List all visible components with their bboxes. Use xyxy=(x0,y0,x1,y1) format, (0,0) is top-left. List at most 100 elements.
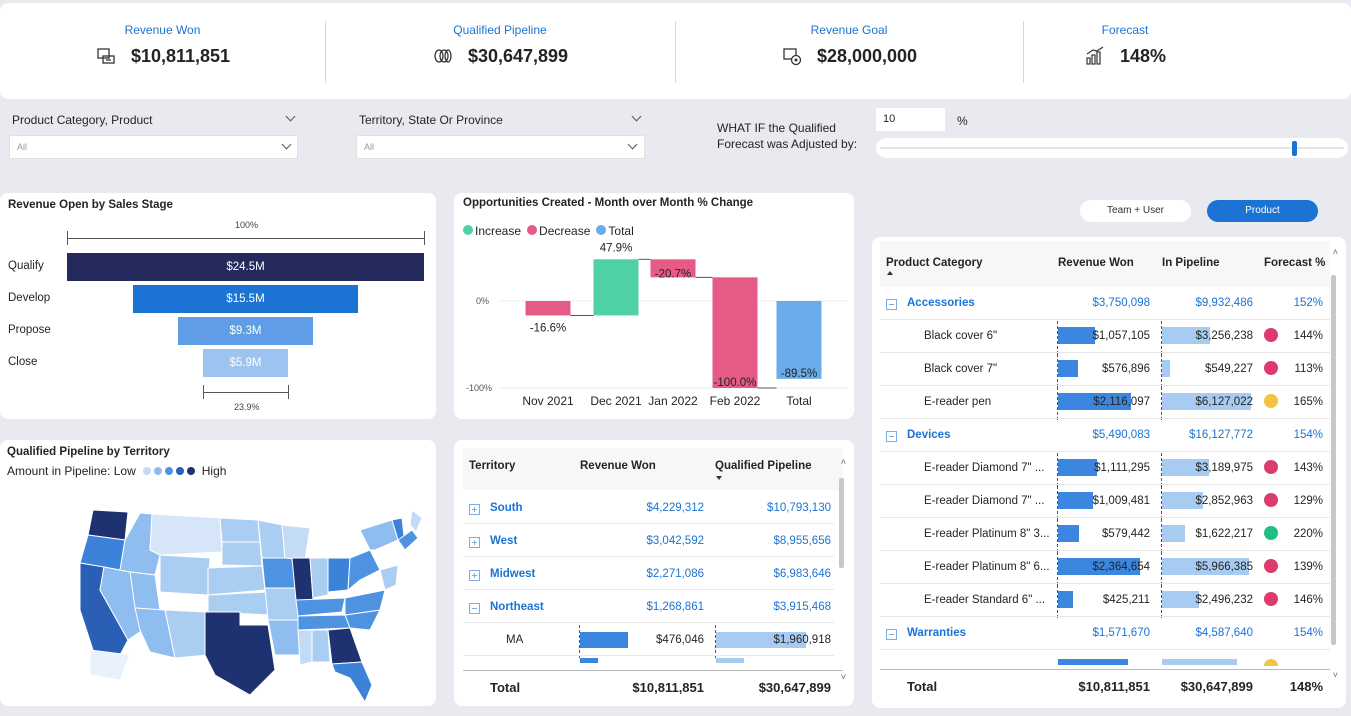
whatif-title-1: WHAT IF the Qualified xyxy=(717,121,836,135)
status-dot-icon xyxy=(1264,526,1278,540)
scrollbar[interactable] xyxy=(839,478,844,568)
product-pipeline: $549,227 xyxy=(1205,363,1253,375)
scrollbar-down[interactable]: ˅ xyxy=(1332,670,1338,680)
x-tick-label: Total xyxy=(786,394,811,408)
category-pipeline: $9,932,486 xyxy=(1195,297,1253,309)
x-tick-label: Jan 2022 xyxy=(648,394,698,408)
expand-icon[interactable] xyxy=(469,570,480,581)
collapse-icon[interactable] xyxy=(886,299,897,310)
won-bar xyxy=(1058,360,1078,377)
col-territory[interactable]: Territory xyxy=(469,460,516,472)
waterfall-bar xyxy=(712,277,758,388)
funnel-bar[interactable]: $5.9M xyxy=(202,349,289,377)
col-qualified-pipeline[interactable]: Qualified Pipeline xyxy=(715,460,812,472)
col-in-pipeline[interactable]: In Pipeline xyxy=(1162,257,1220,269)
category-pipeline: $4,587,640 xyxy=(1195,627,1253,639)
funnel-bar[interactable]: $9.3M xyxy=(177,317,314,345)
chevron-down-icon[interactable] xyxy=(285,111,296,122)
territory-name[interactable]: West xyxy=(490,535,518,547)
category-name[interactable]: Devices xyxy=(907,429,951,441)
kpi-qualified-pipeline: Qualified Pipeline $30,647,899 xyxy=(325,3,675,99)
map-card: Qualified Pipeline by Territory Amount i… xyxy=(0,440,436,706)
territory-won: $3,042,592 xyxy=(646,535,704,547)
funnel-bar-value: $24.5M xyxy=(226,261,265,273)
total-label: Total xyxy=(907,679,938,694)
product-name[interactable]: E-reader Diamond 7" ... xyxy=(924,462,1045,474)
category-name[interactable]: Warranties xyxy=(907,627,967,639)
whatif-slider-track[interactable] xyxy=(876,138,1348,158)
collapse-icon[interactable] xyxy=(469,603,480,614)
pipeline-bar xyxy=(1162,459,1209,476)
map-title: Qualified Pipeline by Territory xyxy=(7,446,170,458)
product-name[interactable]: Black cover 7" xyxy=(924,363,998,375)
territory-name[interactable]: Northeast xyxy=(490,601,544,613)
map-legend-high: High xyxy=(201,464,227,478)
waterfall-bar xyxy=(593,259,639,316)
product-table-card: Product Category Revenue Won In Pipeline… xyxy=(872,237,1346,708)
col-forecast[interactable]: Forecast % xyxy=(1264,257,1326,269)
collapse-icon[interactable] xyxy=(886,431,897,442)
product-name[interactable]: Black cover 6" xyxy=(924,330,998,342)
total-won: $10,811,851 xyxy=(1078,679,1150,694)
x-tick-label: Dec 2021 xyxy=(590,394,642,408)
whatif-slider-thumb[interactable] xyxy=(1292,141,1298,156)
category-won: $3,750,098 xyxy=(1092,297,1150,309)
product-name[interactable]: E-reader pen xyxy=(924,396,992,408)
data-label: -100.0% xyxy=(714,377,757,389)
whatif-input[interactable]: 10 xyxy=(876,108,945,131)
expand-icon[interactable] xyxy=(469,537,480,548)
status-dot-icon xyxy=(1264,460,1278,474)
collapse-icon[interactable] xyxy=(886,629,897,640)
product-name[interactable]: E-reader Standard 6" ... xyxy=(924,594,1046,606)
product-pipeline: $1,622,217 xyxy=(1195,528,1253,540)
funnel-bar-value: $9.3M xyxy=(229,325,262,337)
col-revenue-won[interactable]: Revenue Won xyxy=(580,460,656,472)
waterfall-chart: 0% -100% -16.6% Nov 2021 47.9% Dec 2021 -20.7%… xyxy=(466,242,849,408)
kpi-value: $10,811,851 xyxy=(130,45,231,66)
data-label: -20.7% xyxy=(655,268,691,280)
scrollbar[interactable] xyxy=(1331,275,1336,645)
territory-pipeline: $3,915,468 xyxy=(773,601,831,613)
territory-name[interactable]: MA xyxy=(506,634,524,646)
col-product-category[interactable]: Product Category xyxy=(886,257,983,269)
us-map[interactable] xyxy=(0,440,436,706)
territory-name[interactable]: Midwest xyxy=(490,568,536,580)
chevron-down-icon[interactable] xyxy=(631,111,642,122)
territory-name[interactable]: South xyxy=(490,502,523,514)
category-won: $5,490,083 xyxy=(1092,429,1150,441)
product-name[interactable]: E-reader Diamond 7" ... xyxy=(924,495,1045,507)
category-name[interactable]: Accessories xyxy=(907,297,975,309)
product-name[interactable]: E-reader Platinum 8" 3... xyxy=(924,528,1050,540)
scrollbar-down[interactable]: ˅ xyxy=(840,672,846,682)
pipeline-bar xyxy=(1162,327,1210,344)
territory-table-card: Territory Revenue Won Qualified Pipeline… xyxy=(454,440,854,706)
funnel-bar[interactable]: $24.5M xyxy=(67,253,424,281)
funnel-bar-value: $5.9M xyxy=(229,357,262,369)
coins-icon xyxy=(434,49,452,63)
kpi-value: $28,000,000 xyxy=(816,45,918,66)
whatif-unit: % xyxy=(957,114,968,128)
total-forecast: 148% xyxy=(1289,679,1323,694)
scrollbar-up[interactable]: ˄ xyxy=(840,457,846,467)
waterfall-title: Opportunities Created - Month over Month… xyxy=(463,197,754,209)
toggle-team-user[interactable]: Team + User xyxy=(1080,200,1191,222)
expand-icon[interactable] xyxy=(469,504,480,515)
toggle-product[interactable]: Product xyxy=(1207,200,1318,222)
product-slicer-title: Product Category, Product xyxy=(12,113,153,127)
funnel-bar[interactable]: $15.5M xyxy=(132,285,359,313)
product-won: $579,442 xyxy=(1102,528,1150,540)
product-dropdown[interactable]: All xyxy=(9,135,298,159)
funnel-stage-label: Close xyxy=(8,356,38,368)
y-tick-label: 0% xyxy=(476,296,489,306)
kpi-forecast: Forecast 148% xyxy=(1023,3,1227,99)
product-pipeline: $3,256,238 xyxy=(1195,330,1253,342)
product-won: $425,211 xyxy=(1102,594,1150,606)
territory-dropdown[interactable]: All xyxy=(356,135,645,159)
kpi-label: Revenue Won xyxy=(124,23,201,37)
product-name[interactable]: E-reader Platinum 8" 6... xyxy=(924,561,1050,573)
scrollbar-up[interactable]: ˄ xyxy=(1332,247,1338,257)
funnel-bar-value: $15.5M xyxy=(226,293,265,305)
funnel-title: Revenue Open by Sales Stage xyxy=(8,199,173,211)
waterfall-card: Opportunities Created - Month over Month… xyxy=(454,193,854,419)
col-revenue-won[interactable]: Revenue Won xyxy=(1058,257,1134,269)
